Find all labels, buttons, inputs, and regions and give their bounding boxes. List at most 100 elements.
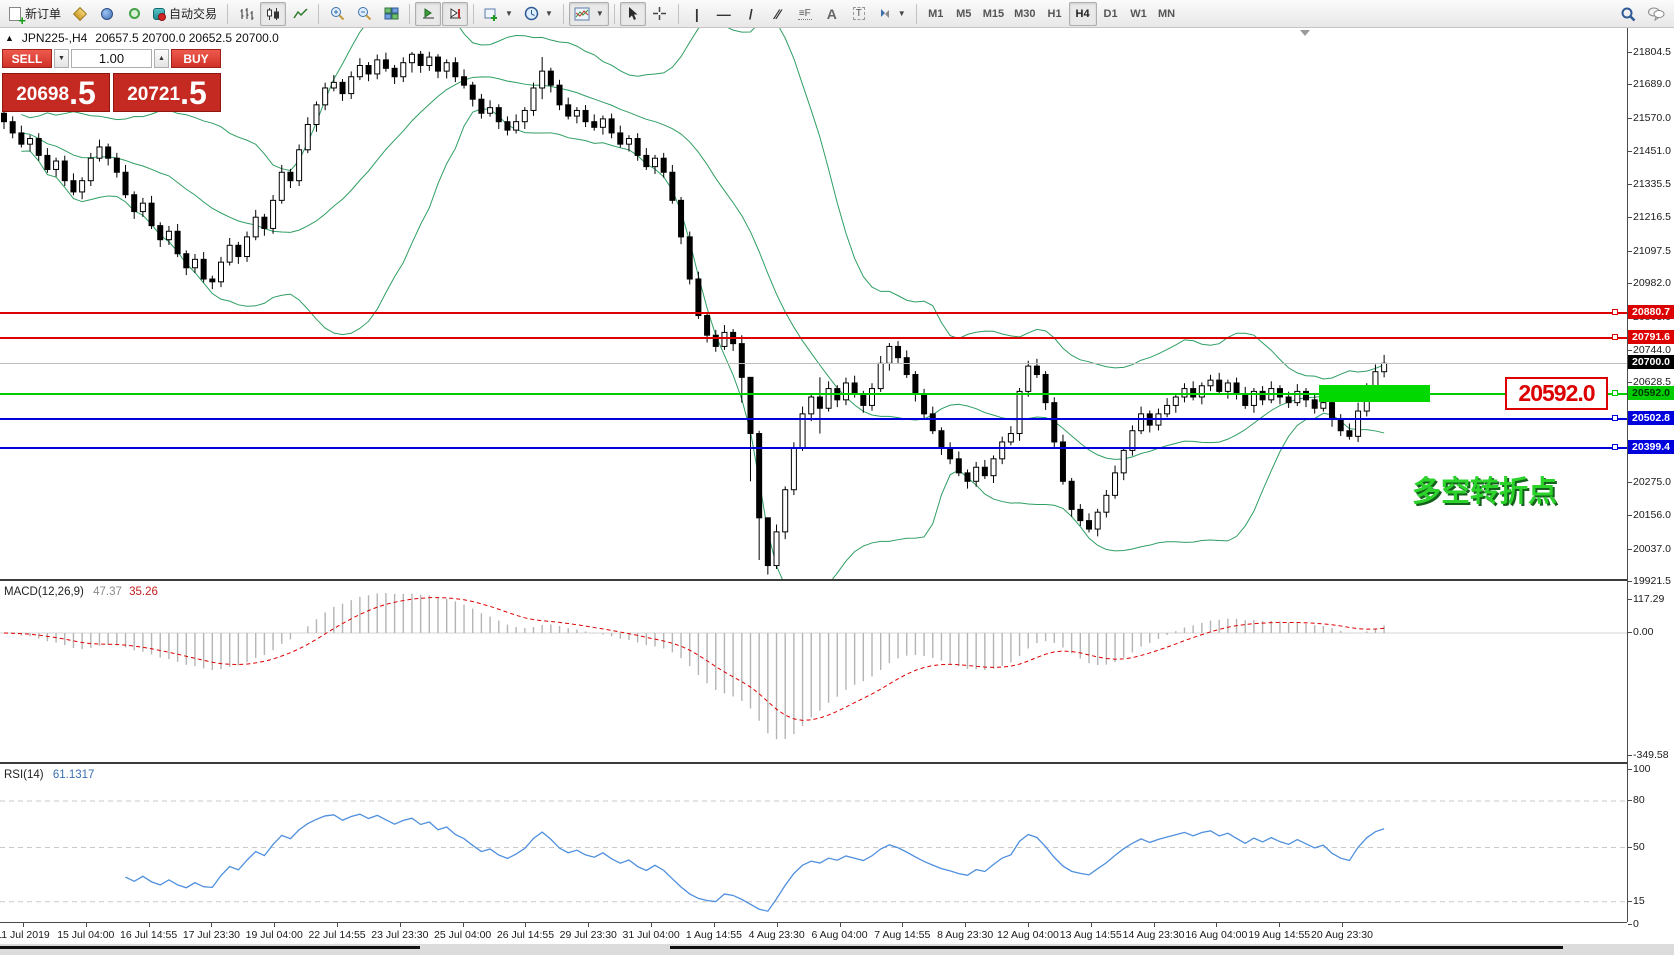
time-label: 1 Aug 14:55	[685, 929, 742, 941]
depth-of-market-button[interactable]	[67, 2, 93, 26]
timeframe-m15[interactable]: M15	[982, 7, 1005, 20]
macd-panel[interactable]: MACD(12,26,9) 47.37 35.26	[0, 583, 1627, 764]
time-label: 20 Aug 23:30	[1311, 929, 1373, 941]
period-clock-button[interactable]: ▼	[519, 2, 558, 26]
rsi-axis-tick: 80	[1628, 794, 1645, 806]
line-anchor[interactable]	[1612, 389, 1618, 396]
line-anchor[interactable]	[1612, 308, 1618, 315]
horizontal-line-button[interactable]: —	[711, 2, 737, 26]
line-chart-button[interactable]	[287, 2, 313, 26]
channel-button[interactable]: ⁄⁄	[765, 2, 791, 26]
line-anchor[interactable]	[1612, 414, 1618, 421]
signal-button[interactable]	[121, 2, 147, 26]
time-label: 16 Aug 04:00	[1185, 929, 1248, 941]
price-chart-panel[interactable]: ▲ JPN225-,H4 20657.5 20700.0 20652.5 207…	[0, 28, 1627, 581]
price-tick: 19921.5	[1628, 575, 1671, 587]
new-order-button[interactable]: 新订单	[4, 2, 66, 26]
rsi-panel[interactable]: RSI(14) 61.1317	[0, 766, 1627, 922]
toolbar-separator	[227, 3, 229, 24]
time-label: 12 Aug 04:00	[996, 929, 1059, 941]
timeframe-h4[interactable]: H4	[1068, 1, 1097, 26]
time-tick	[776, 923, 778, 927]
timeframe-m5[interactable]: M5	[956, 7, 972, 20]
text-label-button[interactable]: T	[846, 2, 872, 26]
timeframe-w1[interactable]: W1	[1130, 7, 1147, 20]
trendline-button[interactable]: /	[738, 2, 764, 26]
timeframe-mn[interactable]: MN	[1157, 7, 1176, 20]
volume-input[interactable]: 1.00	[71, 49, 152, 68]
time-label: 16 Jul 14:55	[120, 929, 178, 941]
time-tick	[651, 923, 653, 927]
vertical-line-button[interactable]: |	[684, 2, 710, 26]
vertical-line-icon: |	[694, 5, 699, 22]
search-button[interactable]	[1615, 2, 1641, 26]
chart-shift-button[interactable]	[415, 1, 442, 26]
buy-price-tile[interactable]: 20721 .5	[113, 73, 221, 112]
time-label: 17 Jul 23:30	[182, 929, 241, 941]
toolbar-separator	[677, 3, 679, 24]
time-tick	[462, 923, 464, 927]
new-chart-button[interactable]: ▼	[479, 2, 518, 26]
signal-icon	[128, 8, 140, 19]
scrollbar-segment[interactable]	[0, 946, 420, 949]
crosshair-button[interactable]	[647, 2, 673, 26]
price-line-20502.8[interactable]	[0, 417, 1627, 420]
toolbar-separator	[473, 3, 475, 24]
rsi-axis-tick: 0	[1628, 918, 1639, 930]
time-label: 19 Aug 14:55	[1248, 929, 1311, 941]
price-line-label: 20700.0	[1628, 355, 1674, 370]
chart-shift-marker[interactable]	[1300, 30, 1310, 36]
community-button[interactable]	[94, 2, 120, 26]
time-tick	[588, 923, 590, 927]
macd-chart[interactable]	[0, 583, 1627, 764]
zoom-out-button[interactable]	[351, 2, 377, 26]
candlestick-chart[interactable]	[0, 28, 1627, 581]
time-axis[interactable]: 11 Jul 2019 15 Jul 04:00 16 Jul 14:55 17 Ju…	[0, 922, 1627, 944]
line-anchor[interactable]	[1612, 333, 1618, 340]
support-highlight-rectangle[interactable]	[1319, 385, 1430, 402]
sell-price-tile[interactable]: 20698 .5	[2, 73, 110, 112]
horizontal-scrollbar[interactable]	[0, 944, 1674, 955]
volume-decrease-button[interactable]: ▼	[54, 49, 69, 68]
timeframe-d1[interactable]: D1	[1103, 7, 1118, 20]
time-label: 26 Jul 14:55	[496, 929, 555, 941]
price-line-20791.6[interactable]	[0, 336, 1627, 339]
arrows-button[interactable]: ▼	[873, 2, 911, 26]
collapse-panel-icon[interactable]: ▲	[5, 33, 14, 43]
price-line-20592.0[interactable]	[0, 392, 1627, 395]
toolbar-separator	[318, 3, 320, 24]
timeframe-m30[interactable]: M30	[1014, 7, 1036, 20]
price-tick: 21804.5	[1628, 46, 1671, 58]
price-line-20880.7[interactable]	[0, 311, 1627, 314]
time-tick	[337, 923, 339, 927]
auto-scroll-button[interactable]	[442, 1, 469, 26]
candlestick-chart-button[interactable]	[260, 1, 287, 26]
price-line-20700.0[interactable]	[0, 362, 1627, 364]
timeframe-m1[interactable]: M1	[928, 7, 944, 20]
price-axis[interactable]: 21804.5 21689.0 21570.0 21451.0 21335.5 21216…	[1627, 28, 1674, 930]
bar-chart-button[interactable]	[233, 2, 259, 26]
tile-windows-button[interactable]	[378, 2, 404, 26]
scrollbar-segment[interactable]	[670, 946, 1563, 949]
turning-point-note[interactable]: 多空转折点	[1412, 476, 1558, 508]
line-anchor[interactable]	[1612, 443, 1618, 450]
text-button[interactable]: A	[819, 2, 845, 26]
price-annotation-label[interactable]: 20592.0	[1505, 377, 1608, 410]
chat-button[interactable]	[1642, 2, 1670, 26]
auto-trading-button[interactable]: 自动交易	[148, 2, 222, 26]
indicators-button[interactable]: ▼	[568, 1, 609, 26]
one-click-trading-panel: SELL ▼ 1.00 ▲ BUY 20698 .5 20721 .5	[2, 49, 221, 112]
rsi-chart[interactable]	[0, 766, 1627, 922]
price-line-20399.4[interactable]	[0, 446, 1627, 449]
cursor-button[interactable]	[619, 1, 646, 26]
price-line-label: 20502.8	[1628, 410, 1674, 425]
zoom-in-button[interactable]	[324, 2, 350, 26]
time-label: 7 Aug 14:55	[874, 929, 931, 941]
time-tick	[902, 923, 904, 927]
timeframe-h1[interactable]: H1	[1047, 7, 1062, 20]
fibonacci-button[interactable]: ≡F	[792, 2, 818, 26]
volume-increase-button[interactable]: ▲	[154, 49, 169, 68]
sell-button[interactable]: SELL	[2, 49, 52, 68]
time-label: 22 Jul 14:55	[308, 929, 366, 941]
buy-button[interactable]: BUY	[171, 49, 221, 68]
